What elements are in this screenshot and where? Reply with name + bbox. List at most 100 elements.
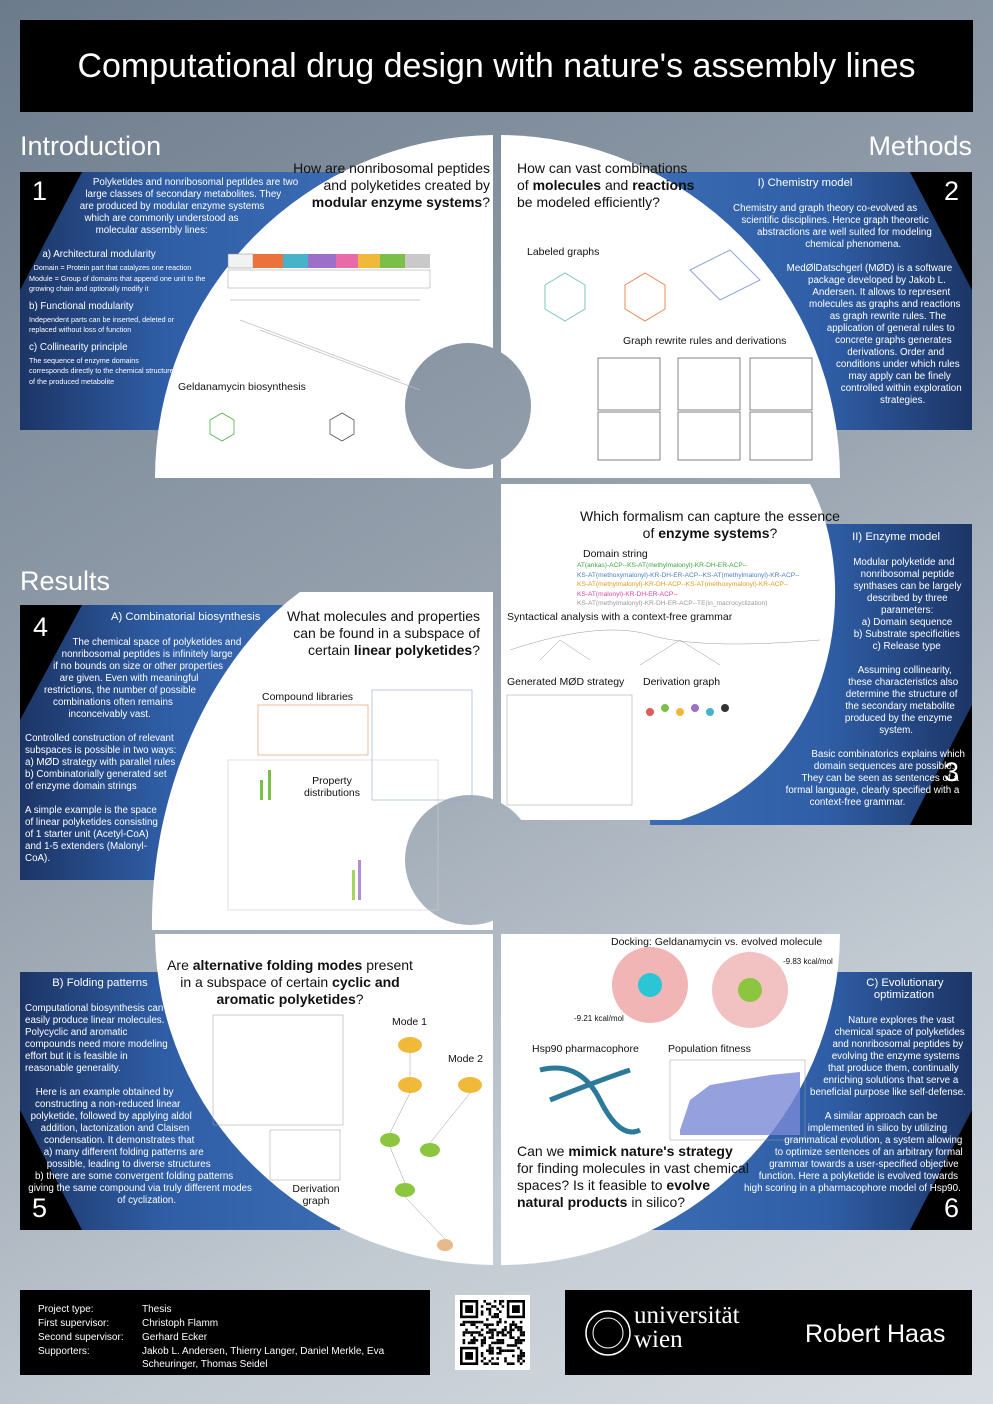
qr-cell — [501, 1333, 505, 1337]
qr-cell — [504, 1357, 507, 1360]
box-text: B) Folding patterns Computational biosynt… — [25, 977, 325, 1227]
qr-cell — [512, 1323, 515, 1326]
question-text: ? — [472, 642, 480, 658]
figure-label: Docking: Geldanamycin vs. evolved molecu… — [611, 936, 823, 948]
qr-cell — [486, 1307, 489, 1311]
figure-grammar — [506, 629, 821, 806]
box-number: 5 — [32, 1193, 48, 1223]
qr-cell — [499, 1320, 502, 1324]
qr-cell — [488, 1336, 492, 1339]
domain-string: AT(ankas)-ACP--KS-AT(methylmalonyl)-KR-D… — [577, 562, 748, 569]
qr-cell — [512, 1336, 515, 1339]
qr-cell — [499, 1341, 502, 1345]
qr-cell — [480, 1333, 484, 1337]
qr-cell — [483, 1357, 486, 1360]
box-number: 6 — [944, 1193, 960, 1223]
qr-cell — [480, 1341, 484, 1345]
qr-cell — [496, 1320, 499, 1324]
university-seal — [592, 1317, 624, 1349]
university-seal — [585, 1310, 631, 1356]
qr-cell — [519, 1333, 523, 1337]
box-paragraph: Polyketides and nonribosomal peptides ar… — [79, 177, 299, 236]
qr-cell — [483, 1341, 486, 1345]
section-heading: Methods — [868, 131, 972, 161]
qr-cell — [506, 1362, 510, 1365]
qr-cell — [506, 1344, 510, 1347]
figure-label: Derivation graph — [643, 676, 721, 688]
figure-label: Compound libraries — [262, 691, 354, 703]
qr-cell — [514, 1326, 518, 1329]
box-paragraph: Domain = Protein part that catalyzes one… — [33, 263, 192, 272]
qr-cell — [514, 1323, 518, 1326]
qr-cell — [499, 1300, 502, 1303]
box-paragraph: b) Combinatorially generated set of enzy… — [25, 769, 167, 792]
qr-code — [460, 1300, 525, 1365]
figure-label: Generated MØD strategy — [507, 676, 625, 688]
domain-string: KS-AT(malonyl)-KR-DH-ER-ACP-- — [577, 590, 678, 598]
qr-cell — [473, 1331, 476, 1334]
question-emphasis: enzyme systems — [658, 525, 770, 541]
question-text: How can vast combinations of — [517, 160, 688, 193]
box-number: 4 — [33, 612, 49, 642]
panel-question: What molecules and properties can be fou… — [280, 608, 480, 659]
qr-cell — [519, 1320, 523, 1324]
question-text: Which formalism can capture the essence … — [580, 508, 840, 541]
qr-cell — [488, 1349, 492, 1352]
footer-value: Christoph Flamm — [142, 1318, 219, 1329]
corner — [20, 1110, 82, 1230]
question-emphasis: alternative folding modes — [192, 957, 363, 973]
box-paragraph: a) Architectural modularity — [42, 249, 156, 260]
box-text: II) Enzyme model Modular polyketide and n… — [680, 531, 965, 821]
qr-cell — [519, 1328, 523, 1332]
qr-cell — [467, 1331, 471, 1334]
footer-value: Thesis — [142, 1304, 172, 1315]
qr-cell — [512, 1354, 515, 1358]
qr-cell — [519, 1349, 523, 1352]
box-paragraph: MedØlDatschgerl (MØD) is a software pack… — [786, 263, 962, 406]
box-number: 2 — [944, 176, 960, 206]
qr-cell — [488, 1346, 492, 1350]
figure-label: Population fitness — [668, 1043, 751, 1055]
qr-cell — [465, 1328, 468, 1332]
qr-cell — [473, 1323, 476, 1326]
qr-cell — [462, 1331, 466, 1334]
qr-cell — [460, 1323, 463, 1326]
qr-cell — [486, 1318, 489, 1321]
figure-libraries — [227, 689, 473, 911]
qr-cell — [496, 1339, 499, 1342]
qr-cell — [519, 1331, 523, 1334]
qr-cell — [486, 1302, 489, 1306]
qr-cell — [522, 1339, 525, 1342]
qr-cell — [496, 1341, 499, 1345]
qr-cell — [499, 1331, 502, 1334]
box-text: Polyketides and nonribosomal peptides ar… — [25, 177, 325, 427]
qr-cell — [470, 1339, 473, 1342]
box-paragraph: Computational biosynthesis can easily pr… — [25, 1003, 168, 1074]
question-text: and — [601, 177, 633, 193]
qr-cell — [496, 1352, 499, 1355]
question-text: ? — [355, 991, 364, 1007]
qr-cell — [522, 1354, 525, 1358]
qr-cell — [462, 1323, 466, 1326]
qr-cell — [478, 1333, 481, 1337]
qr-cell — [517, 1357, 520, 1360]
panel-question: Which formalism can capture the essence … — [580, 508, 840, 542]
qr-cell — [517, 1328, 520, 1332]
qr-cell — [483, 1362, 486, 1365]
qr-cell — [488, 1307, 492, 1311]
question-emphasis: mimick nature's strategy — [568, 1143, 733, 1159]
qr-finder — [465, 1352, 473, 1360]
figure-label: -9.83 kcal/mol — [783, 957, 833, 966]
qr-cell — [501, 1328, 505, 1332]
qr-cell — [491, 1331, 494, 1334]
qr-cell — [514, 1344, 518, 1347]
footer-label: Supporters: — [38, 1346, 90, 1357]
qr-cell — [473, 1336, 476, 1339]
qr-cell — [462, 1333, 466, 1337]
qr-cell — [475, 1331, 479, 1334]
figure-label: Mode 2 — [448, 1053, 484, 1065]
box-number: 3 — [944, 757, 960, 787]
qr-cell — [480, 1328, 484, 1332]
question-emphasis: modular enzyme systems — [311, 194, 483, 210]
